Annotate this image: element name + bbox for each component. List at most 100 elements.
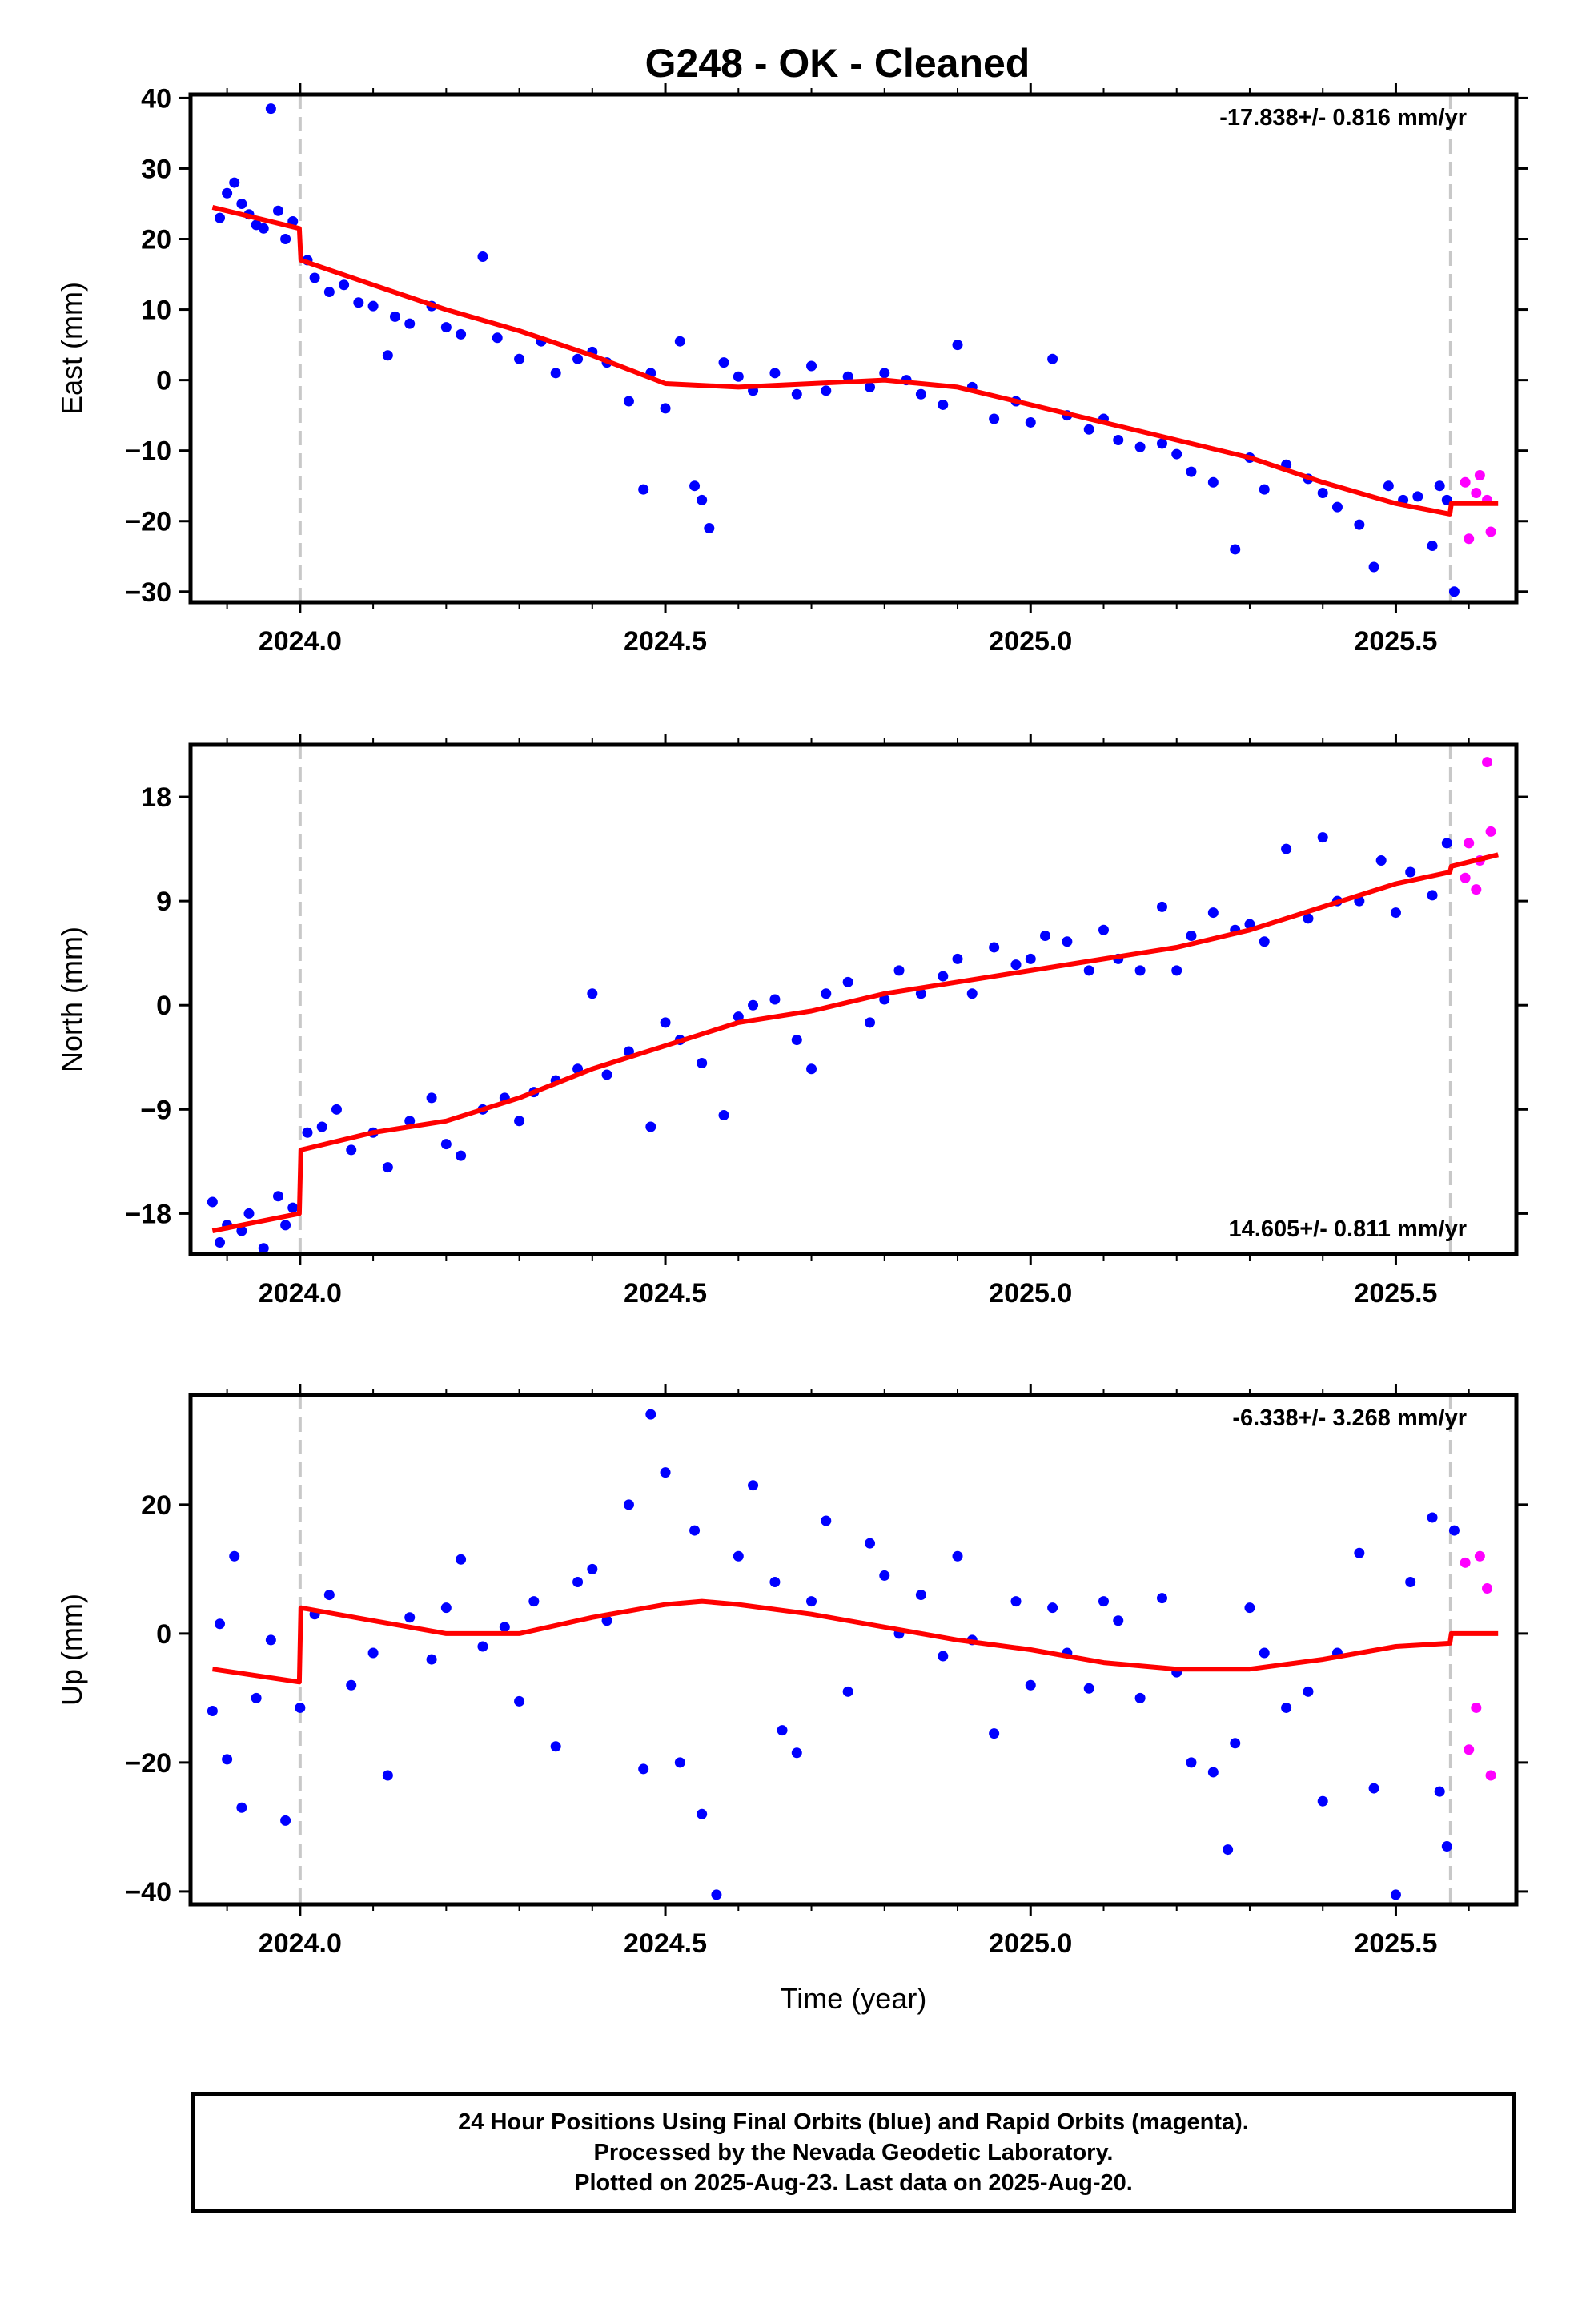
final-orbit-point xyxy=(660,403,671,414)
final-orbit-point xyxy=(638,484,649,495)
rapid-orbit-point xyxy=(1460,476,1471,488)
final-orbit-point xyxy=(1427,890,1438,901)
y-tick-label: 30 xyxy=(141,154,171,184)
final-orbit-point xyxy=(404,1116,416,1127)
final-orbit-point xyxy=(1171,965,1182,976)
rapid-orbit-point xyxy=(1464,838,1475,849)
y-axis-label: East (mm) xyxy=(55,282,88,415)
y-tick-label: 0 xyxy=(156,1619,171,1650)
final-orbit-point xyxy=(1186,931,1197,941)
final-orbit-point xyxy=(528,1596,540,1607)
final-orbit-point xyxy=(718,1110,729,1121)
velocity-rate-label: 14.605+/- 0.811 mm/yr xyxy=(1229,1216,1467,1242)
final-orbit-point xyxy=(367,1647,379,1659)
final-orbit-point xyxy=(1259,936,1270,947)
final-orbit-point xyxy=(1025,1679,1036,1691)
final-orbit-point xyxy=(697,1808,708,1819)
y-tick-label: −18 xyxy=(125,1199,171,1229)
final-orbit-point xyxy=(645,1409,656,1420)
final-orbit-point xyxy=(514,1695,525,1707)
y-tick-label: −20 xyxy=(125,507,171,537)
plot-frame xyxy=(188,92,1519,605)
final-orbit-point xyxy=(938,971,949,982)
final-orbit-point xyxy=(222,1754,233,1765)
final-orbit-point xyxy=(243,1208,255,1219)
final-orbit-point xyxy=(806,1596,817,1607)
final-orbit-point xyxy=(915,388,926,400)
x-tick-label: 2024.0 xyxy=(259,1928,342,1959)
x-tick-label: 2025.5 xyxy=(1354,1928,1437,1959)
final-orbit-point xyxy=(456,1554,467,1565)
x-tick-label: 2024.5 xyxy=(624,1278,707,1309)
final-orbit-point xyxy=(229,177,240,188)
final-orbit-point xyxy=(718,357,729,368)
final-orbit-point xyxy=(674,336,685,347)
final-orbit-point xyxy=(989,413,1000,424)
final-orbit-point xyxy=(1259,1647,1270,1659)
final-orbit-point xyxy=(821,988,832,999)
x-tick-label: 2025.5 xyxy=(1354,1278,1437,1309)
final-orbit-point xyxy=(214,1618,225,1630)
final-orbit-point xyxy=(1354,519,1365,530)
final-orbit-point xyxy=(1113,434,1124,445)
final-orbit-point xyxy=(1427,1512,1438,1523)
final-orbit-point xyxy=(426,1654,437,1665)
final-orbit-point xyxy=(1010,959,1022,971)
panel-east: −30 −20 −10 0 10 20 30 40 2024.0 2024.5 2025.0 2025… xyxy=(55,83,1528,657)
velocity-rate-label: -17.838+/- 0.816 mm/yr xyxy=(1219,105,1467,131)
final-orbit-point xyxy=(1186,1757,1197,1768)
rapid-orbit-point xyxy=(1464,533,1475,545)
x-tick-label: 2025.0 xyxy=(989,626,1072,657)
final-orbit-point xyxy=(280,1220,291,1231)
final-orbit-point xyxy=(382,350,393,361)
rapid-orbit-point xyxy=(1464,1744,1475,1755)
model-fit-line xyxy=(211,1598,1499,1685)
final-orbit-point xyxy=(1113,1615,1124,1626)
final-orbit-point xyxy=(704,523,715,534)
panel-north: −18 −9 0 9 18 2024.0 2024.5 2025.0 2025.5 North (… xyxy=(55,734,1528,1309)
final-orbit-point xyxy=(440,322,452,333)
rapid-orbit-point xyxy=(1471,488,1482,499)
final-orbit-point xyxy=(1083,424,1094,435)
final-orbit-point xyxy=(440,1139,452,1150)
rapid-orbit-point xyxy=(1485,826,1496,837)
rapid-orbit-point xyxy=(1471,884,1482,895)
rapid-orbit-point xyxy=(1474,1550,1485,1562)
final-orbit-point xyxy=(207,1705,218,1716)
final-orbit-point xyxy=(287,1202,299,1213)
final-orbit-point xyxy=(251,1692,262,1703)
final-orbit-point xyxy=(697,494,708,505)
final-orbit-point xyxy=(382,1770,393,1781)
final-orbit-point xyxy=(1230,544,1241,555)
y-tick-label: −30 xyxy=(125,577,171,608)
x-tick-label: 2024.0 xyxy=(259,1278,342,1309)
final-orbit-point xyxy=(1083,965,1094,976)
final-orbit-point xyxy=(222,187,233,199)
final-orbit-point xyxy=(879,1570,890,1581)
final-orbit-point xyxy=(769,994,781,1005)
final-orbit-point xyxy=(1317,488,1328,499)
final-orbit-point xyxy=(572,1576,584,1587)
final-orbit-point xyxy=(952,953,963,964)
final-orbit-point xyxy=(316,1121,327,1132)
final-orbit-point xyxy=(514,353,525,364)
y-tick-label: 9 xyxy=(156,887,171,917)
y-tick-label: −40 xyxy=(125,1877,171,1908)
final-orbit-point xyxy=(229,1550,240,1562)
final-orbit-point xyxy=(1303,913,1314,924)
final-orbit-point xyxy=(638,1763,649,1775)
final-orbit-point xyxy=(791,1035,802,1046)
final-orbit-point xyxy=(1230,1738,1241,1749)
final-orbit-point xyxy=(842,371,853,382)
final-orbit-point xyxy=(1025,953,1036,964)
rapid-orbit-point xyxy=(1460,872,1471,883)
final-orbit-point xyxy=(1448,586,1460,597)
final-orbit-point xyxy=(1062,936,1073,947)
final-orbit-point xyxy=(791,1747,802,1759)
final-orbit-point xyxy=(674,1757,685,1768)
final-orbit-point xyxy=(1368,1783,1379,1794)
final-orbit-point xyxy=(806,360,817,372)
x-tick-label: 2025.5 xyxy=(1354,626,1437,657)
final-orbit-point xyxy=(404,318,416,329)
final-orbit-point xyxy=(1383,480,1394,492)
